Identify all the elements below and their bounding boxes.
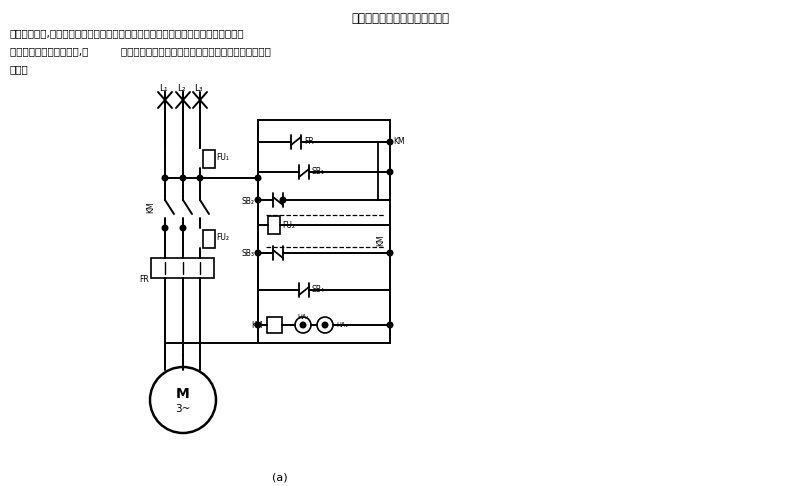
Text: SB₂: SB₂ [242,196,255,206]
Text: L₃: L₃ [194,84,202,93]
Bar [203,150,215,168]
Text: 三相异步电动机非典型控制电路: 三相异步电动机非典型控制电路 [351,12,449,25]
Circle shape [387,322,393,328]
Text: KM: KM [377,234,386,246]
Circle shape [180,225,186,231]
Text: 在工作实践中,以典型控制电路控制某些机械设备中的三相异步电动机往往不能满足安: 在工作实践中,以典型控制电路控制某些机械设备中的三相异步电动机往往不能满足安 [10,28,245,38]
Circle shape [322,322,328,328]
Bar [203,230,215,248]
Text: HA₁: HA₁ [297,314,309,320]
Text: (a): (a) [272,472,288,482]
Circle shape [387,169,393,175]
Text: FU₁: FU₁ [216,153,229,161]
Circle shape [255,322,261,328]
Text: FU₂: FU₂ [216,232,229,242]
Bar [151,258,214,278]
Text: KM: KM [393,138,405,146]
Circle shape [255,175,261,181]
Text: L₁: L₁ [158,84,167,93]
Circle shape [180,175,186,181]
Circle shape [255,250,261,256]
Circle shape [387,250,393,256]
Circle shape [255,197,261,203]
Bar [267,317,282,333]
Text: SB₄: SB₄ [312,284,325,294]
Circle shape [387,139,393,145]
Text: SB₃: SB₃ [242,249,255,259]
Text: 全施工和安全生产的要求,图          所示为既安全又简单实用的三相异步电动机非典型控制: 全施工和安全生产的要求,图 所示为既安全又简单实用的三相异步电动机非典型控制 [10,46,271,56]
Circle shape [197,175,203,181]
Text: L₂: L₂ [177,84,186,93]
Circle shape [300,322,306,328]
Circle shape [162,175,168,181]
Text: SB₁: SB₁ [312,167,325,175]
Circle shape [295,317,311,333]
Circle shape [150,367,216,433]
Text: HA₂: HA₂ [336,322,348,328]
Circle shape [280,197,286,203]
Text: 电路。: 电路。 [10,64,29,74]
Circle shape [317,317,333,333]
Text: M: M [176,387,190,401]
Text: 3~: 3~ [175,404,190,414]
Text: KM: KM [251,320,263,330]
Text: FU₂: FU₂ [282,221,295,229]
Text: FR: FR [304,137,314,145]
Circle shape [162,225,168,231]
Text: KM: KM [146,201,155,213]
Text: FR: FR [139,276,149,284]
Bar [268,216,280,234]
